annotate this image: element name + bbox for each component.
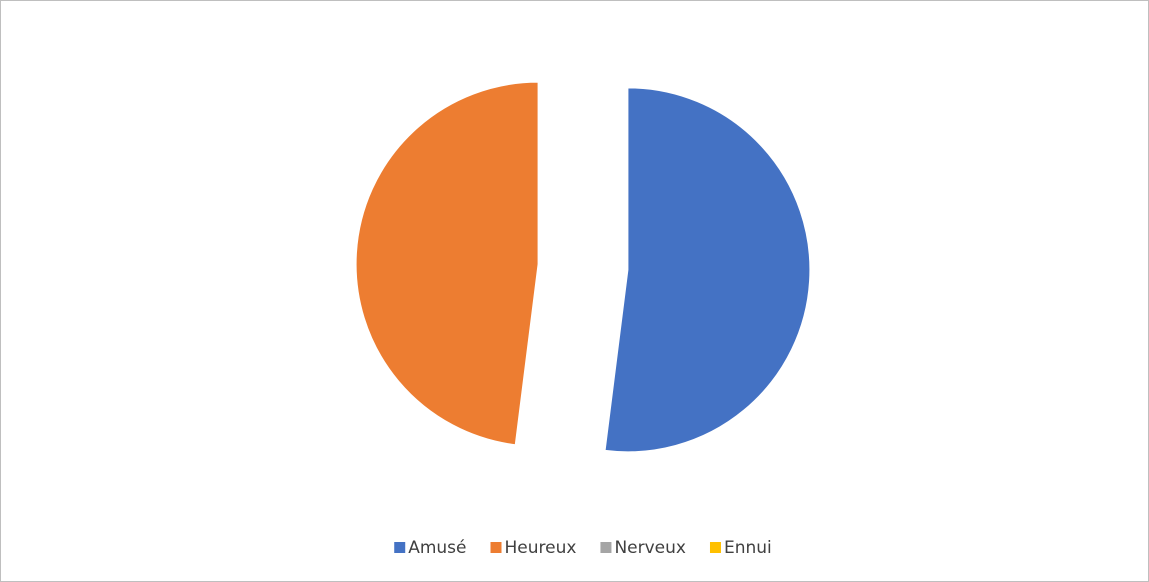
legend-swatch (600, 542, 612, 553)
pie-slice (604, 87, 811, 453)
legend-swatch (709, 542, 721, 553)
legend-label: Nerveux (614, 538, 686, 558)
legend-swatch (394, 542, 406, 553)
legend-swatch (490, 542, 502, 553)
legend-label: Heureux (505, 538, 577, 558)
legend-label: Ennui (724, 538, 772, 558)
legend-label: Amusé (408, 538, 466, 558)
pie-slice (355, 81, 539, 446)
